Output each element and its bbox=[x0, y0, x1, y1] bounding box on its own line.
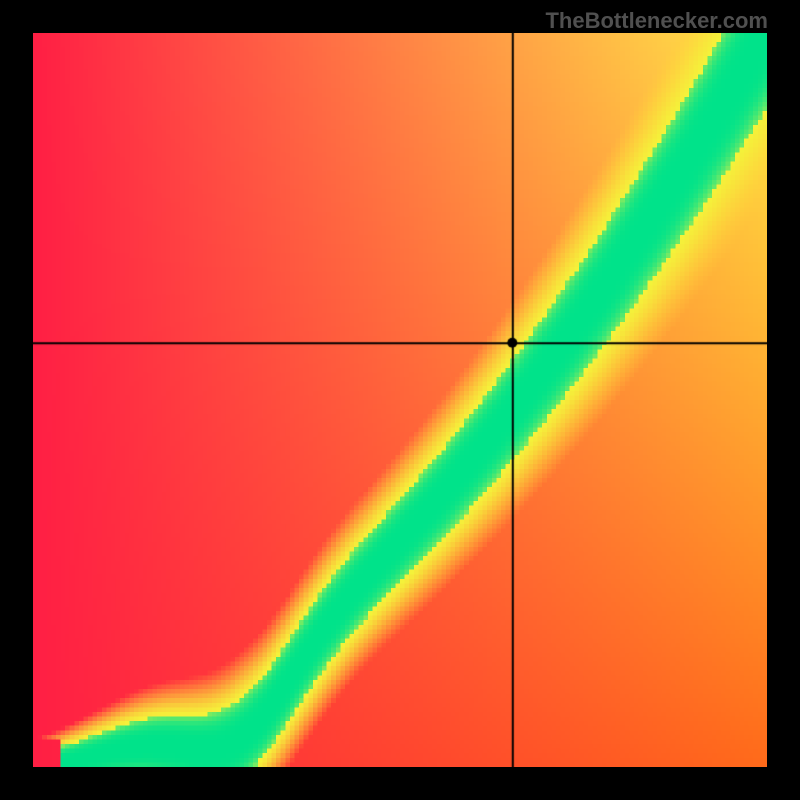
chart-container: TheBottlenecker.com bbox=[0, 0, 800, 800]
watermark-text: TheBottlenecker.com bbox=[545, 8, 768, 34]
bottleneck-heatmap bbox=[33, 33, 767, 767]
